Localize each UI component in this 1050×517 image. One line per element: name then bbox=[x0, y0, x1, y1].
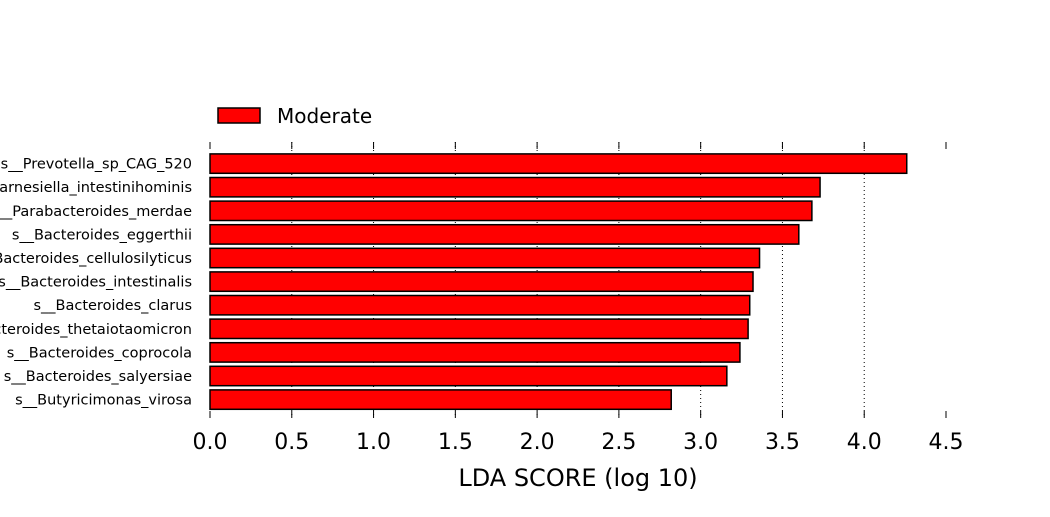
bar bbox=[209, 341, 741, 363]
bar bbox=[209, 271, 754, 293]
x-tick-label: 4.0 bbox=[847, 430, 882, 455]
x-tick-label: 3.5 bbox=[765, 430, 800, 455]
bar bbox=[209, 365, 728, 387]
bar bbox=[209, 223, 800, 245]
legend: Moderate bbox=[217, 104, 372, 128]
category-label: s__Bacteroides_thetaiotaomicron bbox=[0, 322, 192, 338]
x-tick-labels: 0.0 0.5 1.0 1.5 2.0 2.5 3.0 3.5 4.0 4.5 bbox=[193, 430, 964, 455]
legend-swatch-moderate bbox=[217, 107, 261, 124]
x-tick-label: 4.5 bbox=[929, 430, 964, 455]
x-tick-label: 2.5 bbox=[601, 430, 636, 455]
bar bbox=[209, 294, 751, 316]
category-label: s__Bacteroides_salyersiae bbox=[4, 369, 192, 385]
bar bbox=[209, 318, 749, 340]
bar bbox=[209, 176, 821, 198]
category-label: s__Bacteroides_coprocola bbox=[7, 345, 192, 361]
bar bbox=[209, 247, 761, 269]
x-tick-label: 2.0 bbox=[520, 430, 555, 455]
category-labels: s__Prevotella_sp_CAG_520 s__Barnesiella_i… bbox=[0, 157, 192, 409]
category-label: s__Prevotella_sp_CAG_520 bbox=[1, 157, 192, 173]
x-tick-label: 1.5 bbox=[438, 430, 473, 455]
category-label: s__Bacteroides_cellulosilyticus bbox=[0, 251, 192, 267]
bar bbox=[209, 389, 672, 411]
axis-ticks bbox=[209, 142, 947, 418]
x-axis-title: LDA SCORE (log 10) bbox=[458, 464, 697, 492]
bar bbox=[209, 153, 908, 175]
x-tick-label: 3.0 bbox=[683, 430, 718, 455]
x-tick-label: 0.5 bbox=[274, 430, 309, 455]
category-label: s__Butyricimonas_virosa bbox=[15, 393, 192, 409]
category-label: s__Parabacteroides_merdae bbox=[0, 204, 192, 220]
category-label: s__Barnesiella_intestinihominis bbox=[0, 180, 192, 196]
x-tick-label: 1.0 bbox=[356, 430, 391, 455]
category-label: s__Bacteroides_eggerthii bbox=[12, 227, 192, 243]
bar bbox=[209, 200, 813, 222]
category-label: s__Bacteroides_intestinalis bbox=[0, 275, 192, 291]
legend-label-moderate: Moderate bbox=[277, 104, 372, 128]
x-tick-label: 0.0 bbox=[193, 430, 228, 455]
bars bbox=[209, 153, 908, 411]
category-label: s__Bacteroides_clarus bbox=[33, 298, 192, 314]
